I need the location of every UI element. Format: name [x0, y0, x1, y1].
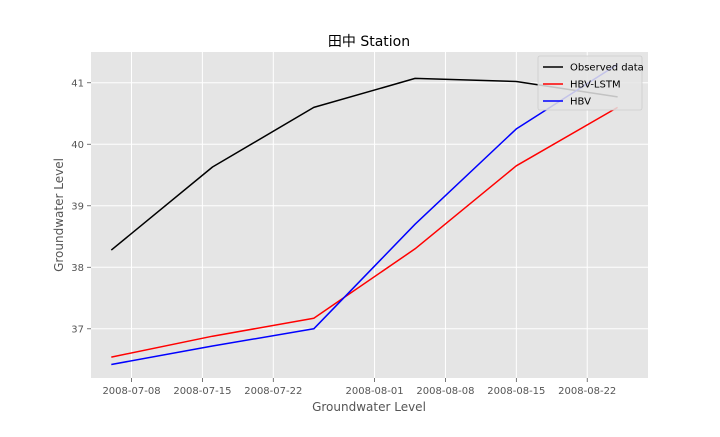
x-tick-label: 2008-07-08	[102, 386, 160, 397]
y-axis-label: Groundwater Level	[52, 158, 66, 272]
y-tick-label: 38	[71, 263, 84, 274]
series-lines	[110, 63, 619, 366]
x-tick-label: 2008-08-15	[487, 386, 545, 397]
y-tick-label: 37	[71, 324, 84, 335]
chart-title: 田中 Station	[328, 34, 410, 50]
x-axis-label: Groundwater Level	[312, 400, 426, 414]
legend-entry-label: HBV	[570, 97, 591, 108]
series-line-observed-data	[110, 77, 618, 251]
x-tick-label: 2008-07-15	[173, 386, 231, 397]
series-line-hbv-lstm	[111, 106, 618, 358]
legend-entry-label: Observed data	[570, 63, 644, 74]
y-tick-labels: 37 38 39 40 41	[71, 78, 91, 335]
x-tick-label: 2008-08-22	[558, 386, 616, 397]
y-tick-label: 41	[71, 78, 84, 89]
x-tick-label: 2008-08-01	[346, 386, 404, 397]
grid-lines	[91, 52, 648, 378]
legend-box	[537, 55, 643, 111]
y-tick-label: 39	[71, 201, 84, 212]
legend: Observed data HBV-LSTM HBV	[537, 55, 644, 111]
x-tick-labels: 2008-07-08 2008-07-15 2008-07-22 2008-08-01…	[102, 378, 616, 397]
legend-entry-label: HBV-LSTM	[570, 80, 621, 91]
series-line-hbv	[111, 63, 619, 366]
x-tick-label: 2008-08-08	[416, 386, 474, 397]
x-tick-label: 2008-07-22	[244, 386, 302, 397]
y-tick-label: 40	[71, 140, 84, 151]
